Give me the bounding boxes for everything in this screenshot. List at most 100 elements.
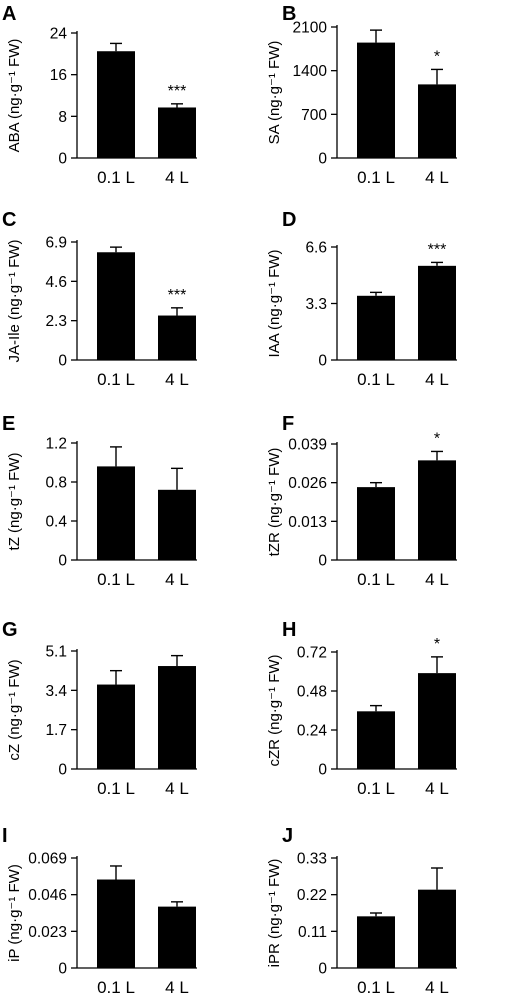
- y-tick-label: 0: [318, 353, 327, 370]
- y-tick-label: 0.72: [297, 645, 327, 662]
- y-tick-label: 1.7: [45, 722, 67, 739]
- bar: [158, 107, 196, 158]
- bar: [97, 684, 135, 769]
- panel-g: GcZ (ng·g⁻¹ FW) 0 1.7 3.4 5.1 0.1 L 4 L: [2, 619, 197, 798]
- y-axis-label: IAA (ng·g⁻¹ FW): [266, 250, 283, 358]
- panel-letter: C: [2, 209, 16, 231]
- x-category-label: 0.1 L: [357, 168, 395, 187]
- y-tick-label: 0: [318, 553, 327, 570]
- panel-letter: G: [2, 619, 18, 641]
- x-category-label: 4 L: [165, 779, 189, 798]
- y-tick-label: 4.6: [45, 274, 67, 291]
- bar: [97, 879, 135, 968]
- y-tick-label: 1400: [293, 63, 328, 80]
- y-tick-label: 0.48: [297, 684, 327, 701]
- x-category-label: 0.1 L: [357, 978, 395, 997]
- x-category-label: 0.1 L: [97, 978, 135, 997]
- significance-mark: ***: [168, 287, 187, 304]
- x-category-label: 4 L: [165, 168, 189, 187]
- panel-i: IiP (ng·g⁻¹ FW) 0 0.023 0.046 0.069 0.1 L 4 L: [2, 825, 197, 997]
- panel-letter: F: [282, 413, 294, 435]
- y-tick-label: 2.3: [45, 313, 67, 330]
- y-tick-label: 24: [50, 26, 68, 43]
- panel-b: B SA (ng·g⁻¹ FW) 0 700 1400 2100 0.1 L * 4 L: [266, 3, 457, 187]
- bar: [418, 673, 456, 769]
- y-tick-label: 0.069: [28, 851, 67, 868]
- x-category-label: 0.1 L: [357, 779, 395, 798]
- x-category-label: 4 L: [425, 168, 449, 187]
- y-tick-label: 0.33: [297, 851, 327, 868]
- x-category-label: 4 L: [425, 570, 449, 589]
- y-tick-label: 0.24: [297, 723, 328, 740]
- x-category-label: 4 L: [165, 370, 189, 389]
- y-tick-label: 0.026: [288, 475, 327, 492]
- panel-letter: H: [282, 619, 296, 641]
- significance-mark: *: [434, 48, 440, 65]
- bar: [357, 916, 395, 968]
- y-tick-label: 0: [58, 353, 67, 370]
- bar: [158, 315, 196, 360]
- x-category-label: 0.1 L: [97, 168, 135, 187]
- y-tick-label: 0.046: [28, 887, 67, 904]
- x-category-label: 4 L: [165, 978, 189, 997]
- bar: [357, 487, 395, 560]
- y-tick-label: 0: [58, 961, 67, 978]
- y-tick-label: 0.023: [28, 924, 67, 941]
- bar: [97, 252, 135, 360]
- y-tick-label: 16: [50, 67, 67, 84]
- panel-letter: D: [282, 209, 296, 231]
- y-tick-label: 0.11: [298, 924, 327, 941]
- y-tick-label: 0: [58, 762, 67, 779]
- bar: [418, 84, 456, 158]
- x-category-label: 4 L: [165, 570, 189, 589]
- y-tick-label: 8: [58, 109, 67, 126]
- x-category-label: 0.1 L: [97, 370, 135, 389]
- bar: [418, 889, 456, 968]
- y-axis-label: cZ (ng·g⁻¹ FW): [6, 659, 23, 760]
- y-tick-label: 6.9: [45, 235, 67, 252]
- y-tick-label: 0: [318, 762, 327, 779]
- y-tick-label: 1.2: [45, 436, 67, 453]
- panel-letter: A: [2, 3, 16, 25]
- x-category-label: 4 L: [425, 370, 449, 389]
- x-category-label: 0.1 L: [357, 570, 395, 589]
- bar: [418, 265, 456, 360]
- panel-e: EtZ (ng·g⁻¹ FW) 0 0.4 0.8 1.2 0.1 L 4 L: [2, 413, 197, 589]
- x-category-label: 0.1 L: [97, 570, 135, 589]
- y-axis-label: JA-Ile (ng·g⁻¹ FW): [6, 240, 23, 363]
- y-tick-label: 700: [301, 107, 327, 124]
- bar: [97, 51, 135, 158]
- y-tick-label: 0: [58, 553, 67, 570]
- y-tick-label: 3.4: [45, 683, 67, 700]
- bar: [158, 489, 196, 560]
- y-tick-label: 6.6: [305, 240, 327, 257]
- panel-letter: B: [282, 3, 296, 25]
- y-tick-label: 2100: [293, 20, 328, 37]
- bar: [418, 460, 456, 560]
- bar: [357, 295, 395, 360]
- bar: [158, 666, 196, 769]
- y-tick-label: 0: [318, 961, 327, 978]
- y-tick-label: 0.22: [297, 887, 327, 904]
- y-tick-label: 5.1: [45, 644, 67, 661]
- panel-a: A ABA (ng·g⁻¹ FW) 0 8 16 24 0.1 L *** 4 L: [2, 3, 197, 187]
- bar: [357, 42, 395, 158]
- y-axis-label: tZR (ng·g⁻¹ FW): [266, 448, 283, 557]
- y-tick-label: 0.013: [288, 514, 327, 531]
- bar: [97, 466, 135, 560]
- y-tick-label: 0: [318, 151, 327, 168]
- y-tick-label: 3.3: [305, 296, 327, 313]
- panel-letter: I: [2, 825, 8, 847]
- significance-mark: ***: [428, 241, 447, 258]
- x-category-label: 0.1 L: [97, 779, 135, 798]
- panel-letter: J: [282, 825, 293, 847]
- y-tick-label: 0.039: [288, 437, 327, 454]
- significance-mark: ***: [168, 83, 187, 100]
- y-axis-label: cZR (ng·g⁻¹ FW): [266, 654, 283, 766]
- y-axis-label: ABA (ng·g⁻¹ FW): [6, 39, 23, 153]
- panel-d: D IAA (ng·g⁻¹ FW) 0 3.3 6.6 0.1 L *** 4 L: [266, 209, 457, 389]
